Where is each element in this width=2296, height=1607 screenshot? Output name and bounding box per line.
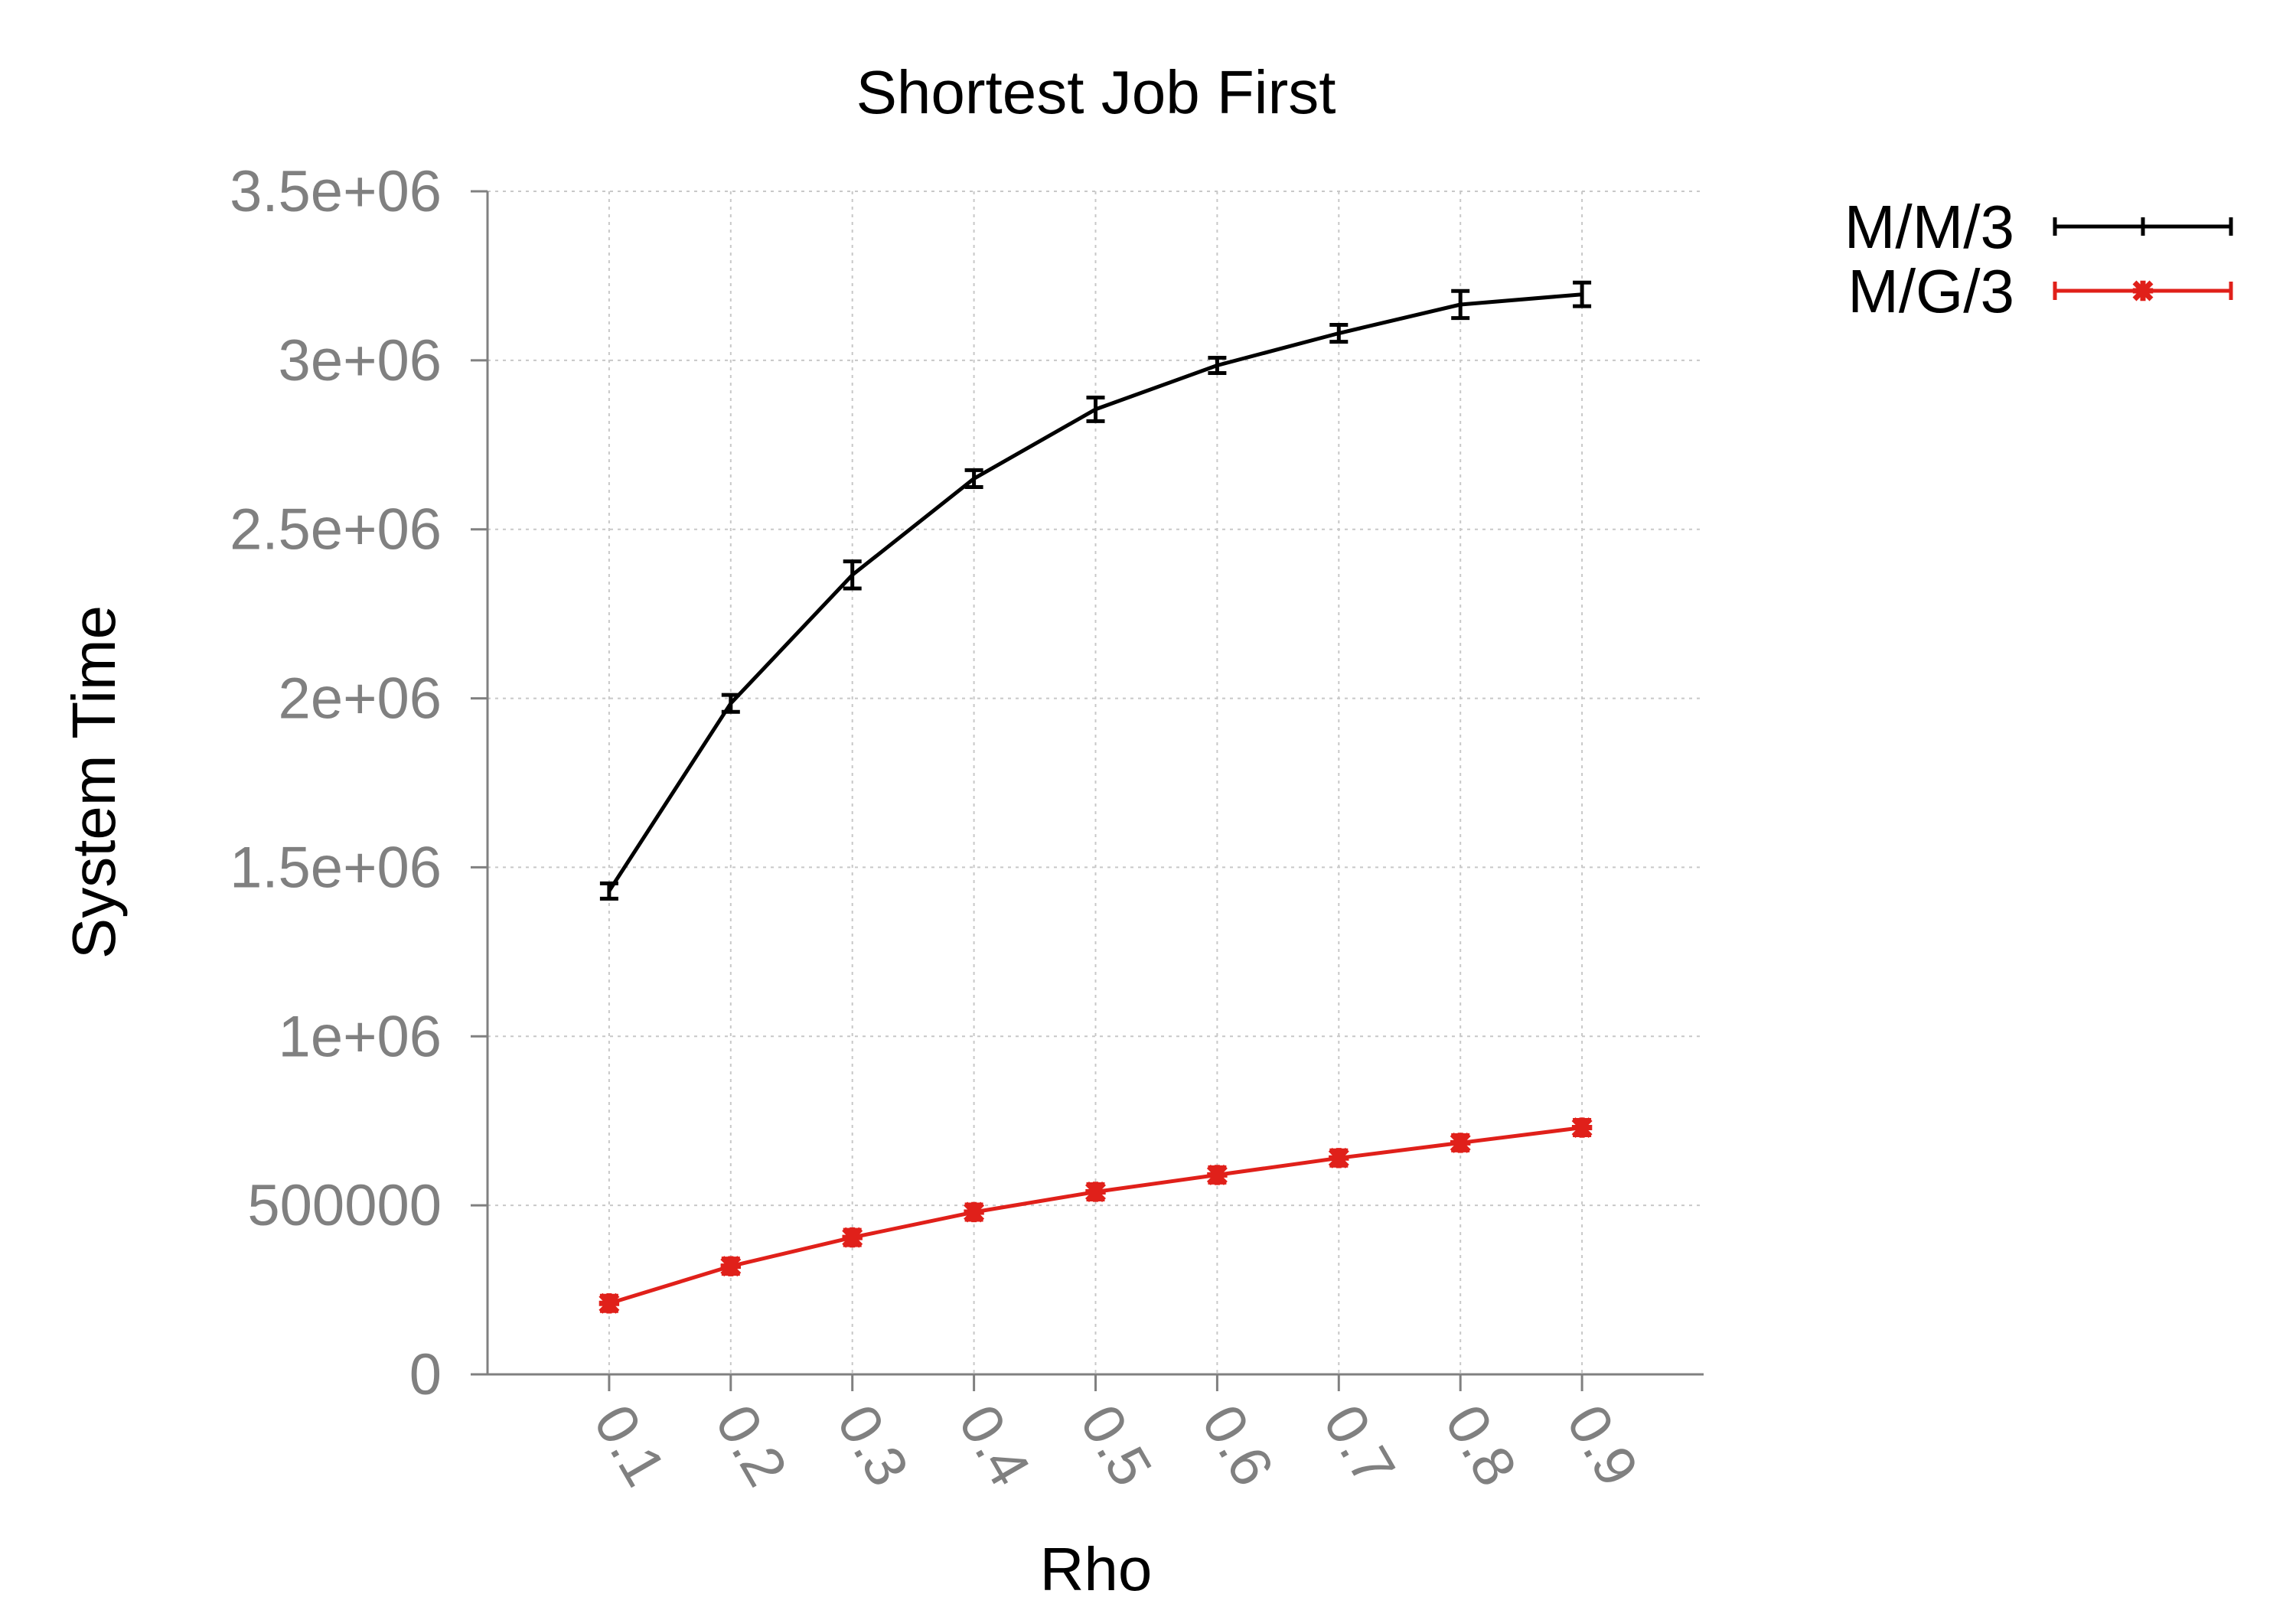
legend-label: M/M/3 [1844,193,2014,261]
y-ticks: 0 500000 1e+06 1.5e+06 2e+06 2.5e+06 3e+06 3.5e… [230,159,488,1407]
data-point [730,702,732,704]
y-axis-label: System Time [60,605,128,959]
data-point [1328,1147,1349,1169]
legend-marker [2132,280,2154,302]
y-tick-label: 3e+06 [279,328,442,393]
data-point [1085,1181,1106,1202]
data-point [842,1227,863,1248]
series [598,280,1593,1314]
data-point [720,1256,742,1277]
chart-title: Shortest Job First [856,58,1336,126]
y-tick-label: 1.5e+06 [230,835,442,900]
legend-entry: M/G/3 [1848,257,2233,325]
y-tick-label: 2.5e+06 [230,497,442,562]
legend-label: M/G/3 [1848,257,2014,325]
series-m-g-3 [598,1117,1593,1314]
data-point [608,890,610,892]
data-point [1206,1164,1228,1185]
y-tick-label: 500000 [247,1173,442,1238]
data-point [598,1292,620,1314]
y-tick-label: 0 [409,1342,442,1407]
legend-entry: M/M/3 [1844,193,2233,261]
data-point [1459,304,1461,305]
legend: M/M/3M/G/3 [1844,193,2233,325]
y-tick-label: 2e+06 [279,667,442,732]
data-point [1571,1117,1593,1139]
y-tick-label: 1e+06 [279,1004,442,1069]
y-tick-label: 3.5e+06 [230,159,442,224]
data-point [1216,364,1218,366]
data-point [1450,1132,1471,1153]
series-m-m-3 [599,280,1592,901]
grid [488,191,1704,1374]
x-axis-label: Rho [1040,1535,1153,1603]
data-point [964,1201,985,1223]
data-point [1581,294,1583,295]
